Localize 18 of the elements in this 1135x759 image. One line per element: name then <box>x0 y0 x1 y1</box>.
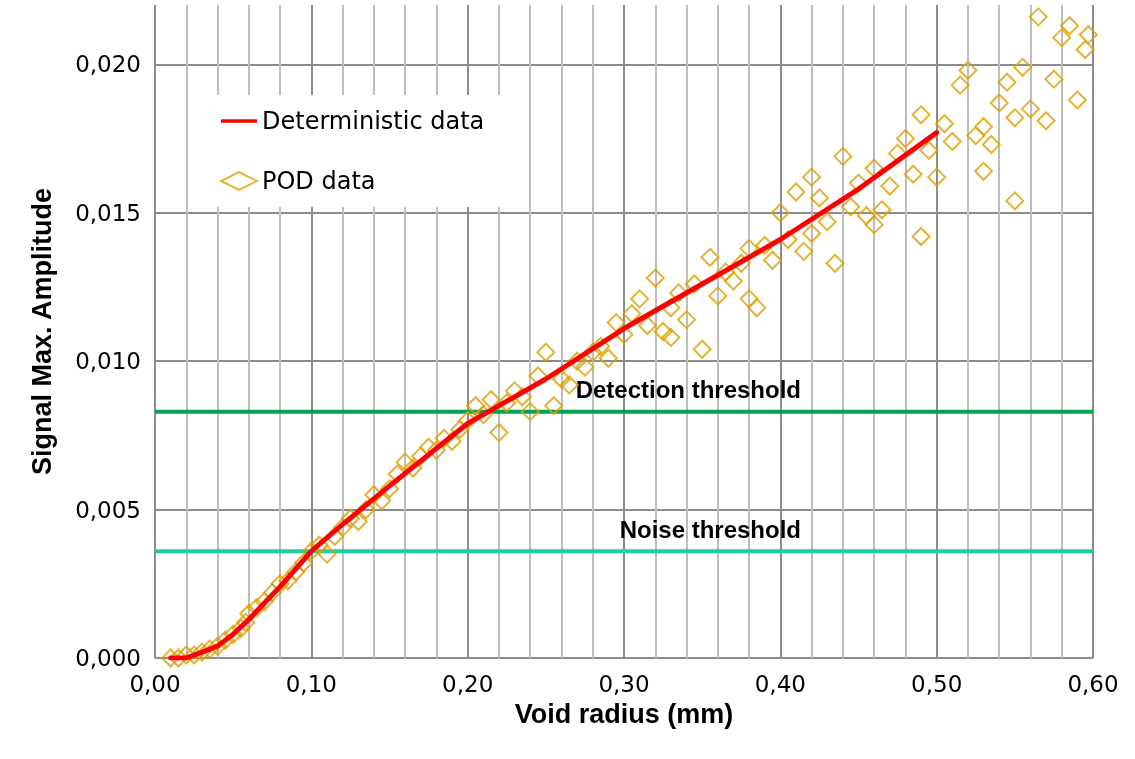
x-axis-title: Void radius (mm) <box>514 698 734 729</box>
y-axis-title: Signal Max. Amplitude <box>26 187 57 476</box>
x-tick-label: 0,40 <box>754 670 806 697</box>
x-tick-label: 0,10 <box>285 670 337 697</box>
x-tick-label: 0,00 <box>129 670 181 697</box>
y-tick-label: 0,000 <box>75 645 141 671</box>
x-tick-label: 0,60 <box>1067 670 1119 697</box>
y-tick-label: 0,015 <box>75 199 141 226</box>
x-tick-label: 0,50 <box>911 670 963 697</box>
x-tick-label: 0,20 <box>442 670 494 697</box>
ref-line-label: Noise threshold <box>619 515 801 543</box>
legend-label: Deterministic data <box>262 107 485 135</box>
y-tick-label: 0,010 <box>75 348 141 375</box>
y-tick-label: 0,005 <box>75 496 141 523</box>
ref-line-label: Detection threshold <box>575 376 801 404</box>
x-tick-label: 0,30 <box>598 670 650 697</box>
y-tick-label: 0,020 <box>75 51 141 78</box>
legend-label: POD data <box>262 167 376 195</box>
